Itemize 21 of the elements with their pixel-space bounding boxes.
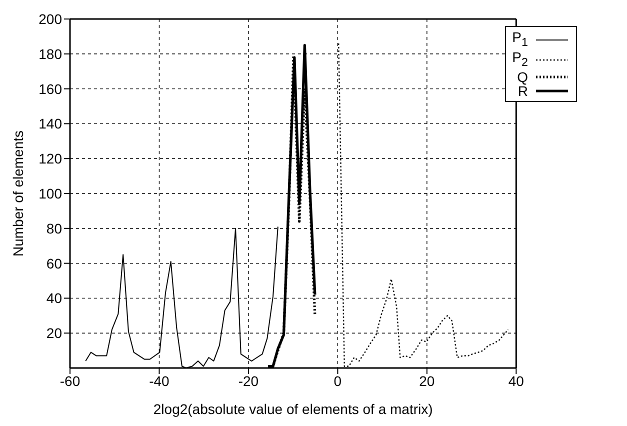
x-tick-label: 0 bbox=[334, 372, 342, 389]
legend-label: P$_{1}$ bbox=[512, 29, 528, 49]
y-axis-title: Number of elements bbox=[10, 130, 26, 257]
y-tick-label: 200 bbox=[38, 10, 62, 27]
legend-label: P$_{2}$ bbox=[512, 48, 528, 69]
x-tick-label: 40 bbox=[508, 372, 524, 389]
x-axis-title: 2log2(absolute value of elements of a matrix) bbox=[153, 401, 433, 417]
legend-label: Q bbox=[517, 68, 528, 85]
y-tick-label: 120 bbox=[38, 150, 62, 167]
y-tick-label: 160 bbox=[38, 80, 62, 97]
x-tick-label: -60 bbox=[60, 372, 80, 389]
x-tick-label: 20 bbox=[419, 372, 435, 389]
y-tick-label: 40 bbox=[46, 290, 62, 306]
y-tick-label: 180 bbox=[38, 46, 62, 62]
x-tick-label: -40 bbox=[149, 372, 170, 389]
x-tick-label: -20 bbox=[238, 372, 259, 389]
y-tick-label: 60 bbox=[46, 255, 62, 272]
y-tick-label: 100 bbox=[38, 185, 62, 202]
y-tick-label: 80 bbox=[46, 220, 62, 236]
y-tick-label: 140 bbox=[38, 116, 62, 132]
y-tick-label: 20 bbox=[46, 325, 62, 342]
